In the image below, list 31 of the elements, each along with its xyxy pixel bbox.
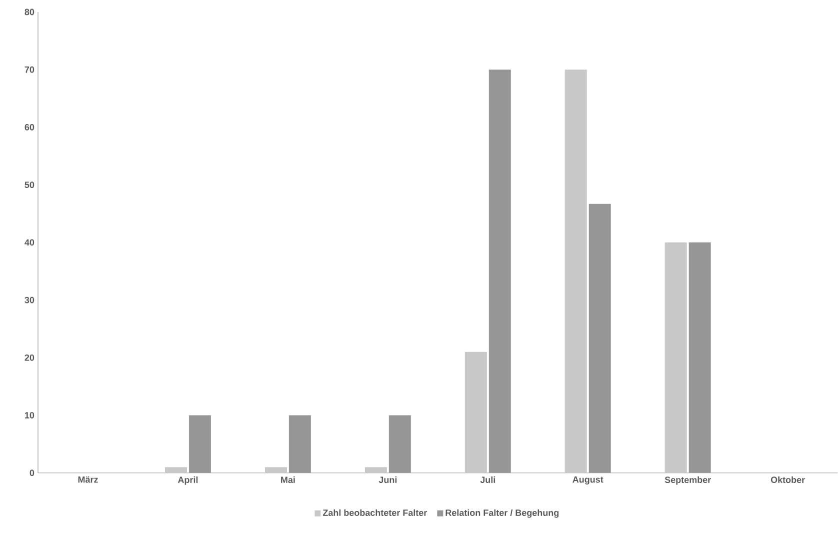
y-tick-label: 10 [25, 412, 34, 419]
y-tick-label: 40 [24, 239, 34, 246]
x-tick-label: Oktober [770, 476, 805, 484]
bar [364, 467, 387, 473]
bar [388, 415, 411, 473]
y-tick-label: 60 [24, 124, 34, 130]
bar [188, 415, 211, 473]
x-tick-label: Mai [281, 476, 295, 484]
bar [288, 415, 311, 473]
y-tick-label: 50 [24, 182, 34, 188]
bar [464, 352, 487, 473]
y-tick-label: 30 [24, 296, 34, 304]
x-tick-label: August [572, 476, 604, 485]
bar [564, 70, 587, 473]
y-tick-label: 80 [24, 8, 34, 16]
y-tick-label: 0 [30, 470, 34, 476]
bar [164, 467, 187, 473]
legend-label: Zahl beobachteter Falter [322, 509, 428, 516]
x-tick-label: April [178, 476, 198, 485]
bar [688, 242, 711, 473]
x-tick-label: September [664, 476, 711, 485]
x-tick-label: Juni [378, 476, 397, 484]
y-tick-label: 20 [24, 354, 34, 361]
bar [664, 242, 687, 473]
bar [588, 204, 611, 473]
legend-label: Relation Falter / Begehung [446, 509, 559, 518]
x-tick-label: Juli [480, 476, 496, 484]
bar [264, 467, 287, 473]
bar [488, 70, 511, 473]
y-tick-label: 70 [24, 66, 34, 73]
x-tick-label: März [78, 476, 98, 483]
